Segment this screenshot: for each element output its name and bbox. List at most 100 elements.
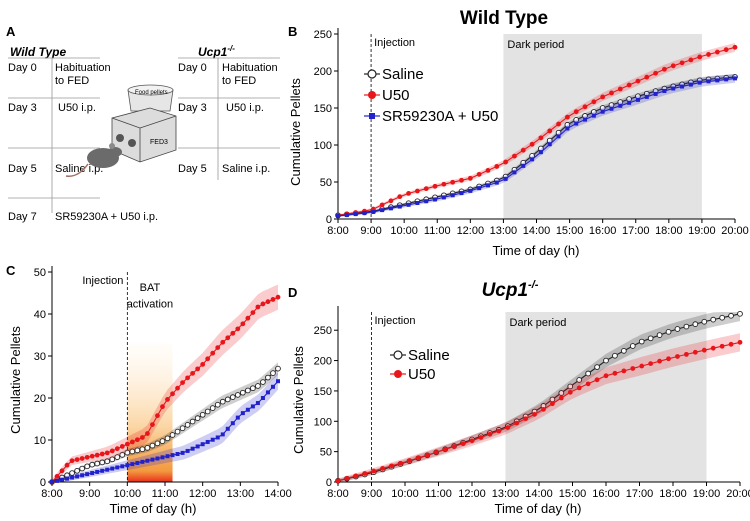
c-sr-point — [235, 415, 240, 420]
c-sr-point — [195, 444, 200, 449]
b-u50-point — [653, 70, 658, 76]
c-sr-point — [250, 404, 255, 409]
d-saline-point — [710, 316, 717, 323]
wt-row-0-text1: Habituation — [55, 62, 111, 74]
b-dark-period-label: Dark period — [507, 39, 564, 51]
wt-row-0-text2: to FED — [55, 75, 89, 87]
c-u50-point — [225, 335, 231, 341]
c-sr-point — [125, 463, 130, 468]
legend-saline-label: Saline — [382, 66, 424, 83]
d-u50-point — [639, 363, 645, 369]
b-u50-point — [529, 141, 535, 147]
b-sr-point — [530, 157, 535, 162]
d-saline-point — [621, 348, 627, 354]
c-u50-point — [94, 452, 100, 458]
d-xtick-label: 18:00 — [659, 488, 687, 500]
c-xtick-label: 12:00 — [189, 488, 217, 500]
b-sr-point — [512, 170, 517, 175]
wt-row-3-day: Day 7 — [8, 211, 37, 223]
d-u50-point — [344, 475, 350, 481]
c-u50-point — [190, 370, 196, 376]
b-u50-point — [441, 181, 447, 187]
b-sr-line — [337, 77, 736, 217]
d-u50-point — [550, 401, 555, 407]
legend-u50-label: U50 — [382, 87, 410, 104]
wt-row-0-day: Day 0 — [8, 62, 37, 74]
c-xtick-label: 10:00 — [114, 488, 142, 500]
d-saline-point — [576, 377, 583, 383]
c-sr-point — [165, 454, 170, 459]
d-xtick-label: 11:00 — [425, 488, 452, 500]
b-u50-point — [697, 54, 703, 60]
d-u50-point — [684, 351, 689, 357]
b-u50-point — [688, 57, 694, 63]
c-saline-point — [194, 415, 201, 422]
c-u50-point — [170, 391, 175, 397]
c-sr-point — [85, 472, 90, 477]
fed3-label: FED3 — [150, 139, 168, 146]
schematic-panel: Wild Type Day 0 Habituation to FED Day 3… — [8, 44, 280, 223]
d-u50-point — [648, 361, 654, 367]
d-u50-point — [407, 458, 412, 463]
b-xtick-label: 20:00 — [721, 225, 749, 237]
d-saline-point — [683, 323, 690, 330]
c-u50-line — [51, 296, 279, 483]
c-sr-point — [70, 475, 75, 480]
b-u50-point — [662, 66, 667, 72]
b-sr-point — [627, 100, 632, 105]
d-saline-point — [701, 318, 708, 325]
b-ytick-label: 150 — [314, 103, 332, 115]
c-u50-point — [54, 474, 60, 479]
c-u50-point — [145, 431, 150, 436]
chart-d-legend: Saline U50 — [390, 347, 450, 383]
c-saline-point — [270, 370, 276, 376]
b-u50-point — [609, 90, 614, 96]
c-sr-point — [225, 426, 230, 431]
ko-row-1-text1: U50 i.p. — [226, 102, 264, 114]
c-u50-point — [89, 453, 95, 459]
chart-b-legend: Saline U50 SR59230A + U50 — [364, 66, 498, 125]
d-saline-point — [674, 326, 681, 332]
b-u50-point — [679, 60, 685, 66]
c-u50-point — [175, 385, 180, 391]
d-ytick-label: 250 — [314, 325, 332, 337]
b-u50-point — [714, 49, 720, 55]
bat-label-line2: activation — [127, 299, 173, 311]
b-xtick-label: 18:00 — [655, 225, 683, 237]
b-u50-point — [467, 175, 473, 181]
panel-label-a: A — [6, 24, 16, 39]
d-saline-point — [567, 383, 574, 390]
c-sr-point — [95, 469, 100, 474]
c-sr-band — [52, 372, 278, 482]
c-u50-point — [59, 468, 65, 474]
b-sr-point — [433, 197, 438, 202]
d-saline-point — [629, 343, 636, 349]
c-u50-point — [240, 321, 246, 327]
ko-schedule-grid — [178, 57, 280, 180]
c-sr-point — [175, 452, 180, 456]
c-sr-point — [75, 474, 80, 479]
d-u50-point — [433, 449, 439, 455]
legend-sr-label: SR59230A + U50 — [382, 108, 498, 125]
c-saline-point — [139, 446, 146, 453]
b-sr-point — [697, 80, 702, 85]
b-u50-point — [388, 198, 394, 204]
d-u50-point — [603, 373, 609, 379]
c-sr-point — [220, 432, 225, 437]
c-sr-point — [260, 396, 265, 400]
c-u50-point — [124, 441, 130, 447]
c-sr-point — [270, 384, 275, 389]
b-u50-point — [512, 153, 517, 159]
b-ytick-label: 0 — [326, 214, 332, 226]
c-saline-point — [154, 440, 161, 447]
mouse-illustration — [65, 143, 122, 177]
c-u50-point — [250, 310, 256, 315]
d-u50-point — [335, 478, 341, 484]
chart-c: BAT activation Injection 0 10 20 30 40 50 8:00 9:… — [8, 266, 292, 516]
d-ytick-label: 100 — [314, 416, 332, 428]
c-sr-point — [140, 459, 145, 464]
c-u50-point — [119, 444, 125, 449]
b-sr-point — [644, 94, 649, 99]
c-u50-point — [64, 462, 70, 468]
chart-b-title: Wild Type — [460, 8, 548, 29]
